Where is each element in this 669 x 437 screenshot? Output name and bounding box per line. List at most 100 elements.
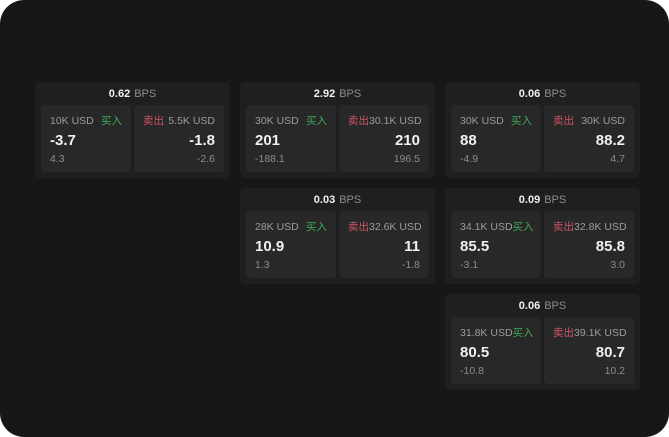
buy-side-label: 买入 [306,115,327,127]
quote-card: 0.03 BPS 28K USD 买入 10.9 1.3 卖出 32.6K US… [240,188,435,284]
sell-panel[interactable]: 卖出 5.5K USD -1.8 -2.6 [134,105,224,172]
sell-side-label: 卖出 [553,327,574,339]
bps-value: 2.92 [313,87,336,100]
buy-side-label: 买入 [512,221,534,233]
sell-panel[interactable]: 卖出 32.6K USD 11 -1.8 [339,211,429,278]
quote-grid: 0.62 BPS 10K USD 买入 -3.7 4.3 卖出 5.5K USD… [35,82,640,390]
buy-side-label: 买入 [511,115,532,127]
sell-side-label: 卖出 [348,221,369,233]
buy-delta: 1.3 [255,259,270,271]
quote-body: 30K USD 买入 201 -188.1 卖出 30.1K USD 210 1… [240,105,435,178]
sell-delta: -1.8 [401,259,420,271]
bps-header: 0.06 BPS [445,294,640,317]
buy-amount: 31.8K USD [460,326,513,339]
quote-body: 28K USD 买入 10.9 1.3 卖出 32.6K USD 11 -1.8 [240,211,435,284]
sell-price: 85.8 [595,238,625,255]
buy-delta: -188.1 [255,153,285,165]
sell-panel[interactable]: 卖出 39.1K USD 80.7 10.2 [544,317,634,384]
buy-panel[interactable]: 30K USD 买入 88 -4.9 [451,105,541,172]
quote-card: 0.06 BPS 31.8K USD 买入 80.5 -10.8 卖出 39.1… [445,294,640,390]
buy-panel-top: 10K USD 买入 [50,113,122,128]
buy-panel[interactable]: 28K USD 买入 10.9 1.3 [246,211,336,278]
sell-panel[interactable]: 卖出 30K USD 88.2 4.7 [544,105,634,172]
sell-panel-top: 卖出 30K USD [553,113,625,128]
buy-panel-top: 30K USD 买入 [460,113,532,128]
sell-price: -1.8 [189,132,215,149]
buy-panel-top: 34.1K USD 买入 [460,219,534,234]
buy-panel[interactable]: 34.1K USD 买入 85.5 -3.1 [451,211,541,278]
sell-panel-top: 卖出 30.1K USD [348,113,422,128]
quote-body: 31.8K USD 买入 80.5 -10.8 卖出 39.1K USD 80.… [445,317,640,390]
bps-unit-label: BPS [339,193,362,206]
sell-side-label: 卖出 [553,115,574,127]
buy-price: 201 [255,132,281,149]
buy-panel[interactable]: 10K USD 买入 -3.7 4.3 [41,105,131,172]
buy-amount: 30K USD [255,114,299,127]
sell-panel-top: 卖出 32.6K USD [348,219,422,234]
bps-header: 0.09 BPS [445,188,640,211]
buy-price: 85.5 [460,238,490,255]
buy-delta: -3.1 [460,259,479,271]
sell-side-label: 卖出 [143,115,164,127]
bps-value: 0.62 [108,87,131,100]
sell-delta: 3.0 [610,259,625,271]
sell-price: 80.7 [595,344,625,361]
sell-panel-top: 卖出 39.1K USD [553,325,627,340]
sell-panel-top: 卖出 32.8K USD [553,219,627,234]
quote-card: 2.92 BPS 30K USD 买入 201 -188.1 卖出 30.1K … [240,82,435,178]
sell-price: 88.2 [595,132,625,149]
sell-amount: 30.1K USD [369,114,422,127]
sell-panel-top: 卖出 5.5K USD [143,113,215,128]
quote-body: 10K USD 买入 -3.7 4.3 卖出 5.5K USD -1.8 -2.… [35,105,230,178]
sell-delta: 4.7 [610,153,625,165]
bps-unit-label: BPS [339,87,362,100]
bps-value: 0.03 [313,193,336,206]
sell-panel[interactable]: 卖出 32.8K USD 85.8 3.0 [544,211,634,278]
sell-price: 210 [394,132,420,149]
bps-header: 0.06 BPS [445,82,640,105]
buy-delta: -10.8 [460,365,484,377]
bps-value: 0.09 [518,193,541,206]
sell-side-label: 卖出 [348,115,369,127]
sell-delta: -2.6 [196,153,215,165]
buy-amount: 10K USD [50,114,94,127]
sell-amount: 5.5K USD [168,114,215,127]
buy-amount: 28K USD [255,220,299,233]
bps-value: 0.06 [518,299,541,312]
quote-card: 0.62 BPS 10K USD 买入 -3.7 4.3 卖出 5.5K USD… [35,82,230,178]
buy-price: 88 [460,132,477,149]
quote-body: 34.1K USD 买入 85.5 -3.1 卖出 32.8K USD 85.8… [445,211,640,284]
sell-amount: 32.8K USD [574,220,627,233]
quote-card: 0.09 BPS 34.1K USD 买入 85.5 -3.1 卖出 32.8K… [445,188,640,284]
sell-amount: 30K USD [581,114,625,127]
buy-delta: 4.3 [50,153,65,165]
buy-panel-top: 28K USD 买入 [255,219,327,234]
sell-amount: 39.1K USD [574,326,627,339]
buy-side-label: 买入 [101,115,122,127]
buy-delta: -4.9 [460,153,479,165]
sell-delta: 196.5 [393,153,420,165]
buy-price: -3.7 [50,132,76,149]
buy-price: 10.9 [255,238,285,255]
buy-panel-top: 30K USD 买入 [255,113,327,128]
sell-delta: 10.2 [604,365,625,377]
buy-panel-top: 31.8K USD 买入 [460,325,534,340]
buy-amount: 34.1K USD [460,220,513,233]
buy-side-label: 买入 [512,327,534,339]
sell-price: 11 [404,238,420,255]
buy-amount: 30K USD [460,114,504,127]
bps-header: 0.62 BPS [35,82,230,105]
bps-header: 0.03 BPS [240,188,435,211]
bps-unit-label: BPS [544,193,567,206]
sell-panel[interactable]: 卖出 30.1K USD 210 196.5 [339,105,429,172]
buy-price: 80.5 [460,344,490,361]
bps-unit-label: BPS [134,87,157,100]
bps-header: 2.92 BPS [240,82,435,105]
quote-card: 0.06 BPS 30K USD 买入 88 -4.9 卖出 30K USD 8… [445,82,640,178]
buy-panel[interactable]: 30K USD 买入 201 -188.1 [246,105,336,172]
buy-panel[interactable]: 31.8K USD 买入 80.5 -10.8 [451,317,541,384]
bps-unit-label: BPS [544,299,567,312]
buy-side-label: 买入 [306,221,327,233]
sell-side-label: 卖出 [553,221,574,233]
